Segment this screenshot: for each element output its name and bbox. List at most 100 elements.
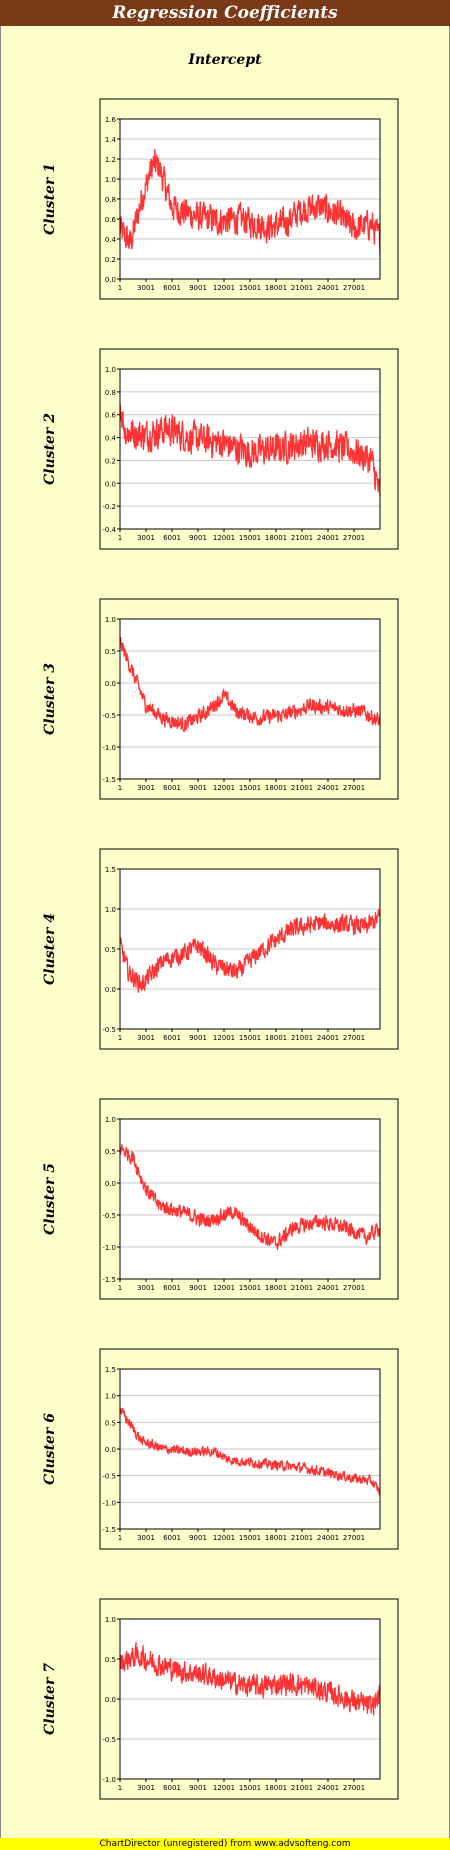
plot-border xyxy=(119,618,381,780)
y-tick-label: -0.5 xyxy=(102,712,116,720)
x-tick-label: 18001 xyxy=(265,534,287,542)
x-tick-label: 6001 xyxy=(163,1534,181,1542)
y-tick-label: 0.4 xyxy=(105,435,117,443)
x-tick-label: 21001 xyxy=(291,784,313,792)
x-tick-label: 27001 xyxy=(343,1034,365,1042)
x-tick-label: 24001 xyxy=(317,284,339,292)
chart-panel-1: 0.0 0.2 0.4 0.6 0.8 1.0 1.2 1.4 1.6 1 3001 6001 9001… xyxy=(42,98,399,300)
y-axis-label: Cluster 4 xyxy=(42,913,58,985)
chart-panel-5: -1.5 -1.0 -0.5 0.0 0.5 1.0 1 3001 6001 9001 12001 1… xyxy=(42,1098,399,1300)
y-tick-label: 1.5 xyxy=(105,1366,116,1374)
x-tick-label: 1 xyxy=(118,1534,122,1542)
page-title: Regression Coefficients xyxy=(0,0,450,26)
x-tick-label: 9001 xyxy=(189,284,207,292)
x-tick-label: 3001 xyxy=(137,1784,155,1792)
x-tick-label: 24001 xyxy=(317,1284,339,1292)
x-tick-label: 3001 xyxy=(137,1034,155,1042)
plot-border xyxy=(119,1368,381,1530)
x-tick-label: 24001 xyxy=(317,1784,339,1792)
x-tick-label: 9001 xyxy=(189,1784,207,1792)
y-tick-label: 0.5 xyxy=(105,648,116,656)
y-tick-label: 1.0 xyxy=(105,906,116,914)
chart-panel-6: -1.5 -1.0 -0.5 0.0 0.5 1.0 1.5 1 3001 6001 9001 120… xyxy=(42,1348,399,1550)
x-tick-label: 18001 xyxy=(265,1284,287,1292)
x-tick-label: 18001 xyxy=(265,284,287,292)
x-tick-label: 1 xyxy=(118,1784,122,1792)
x-tick-label: 21001 xyxy=(291,534,313,542)
y-tick-label: -0.4 xyxy=(102,526,116,534)
y-tick-label: 0.5 xyxy=(105,1148,116,1156)
y-tick-label: 0.8 xyxy=(105,389,116,397)
y-tick-label: 0.0 xyxy=(105,986,116,994)
y-tick-label: 1.0 xyxy=(105,176,116,184)
y-axis-label: Cluster 1 xyxy=(42,163,58,235)
y-tick-label: -1.5 xyxy=(102,1526,116,1534)
y-tick-label: 1.0 xyxy=(105,1616,116,1624)
series-line xyxy=(119,1407,381,1496)
x-tick-label: 3001 xyxy=(137,784,155,792)
y-tick-label: -1.0 xyxy=(102,1776,116,1784)
y-axis-label: Cluster 2 xyxy=(42,413,58,485)
y-tick-label: -1.0 xyxy=(102,1499,116,1507)
x-tick-label: 9001 xyxy=(189,1284,207,1292)
y-tick-label: 0.5 xyxy=(105,1419,116,1427)
chart-panel-7: -1.0 -0.5 0.0 0.5 1.0 1 3001 6001 9001 12001 15001… xyxy=(42,1598,399,1800)
y-tick-label: 0.6 xyxy=(105,412,117,420)
x-tick-label: 1 xyxy=(118,284,122,292)
x-tick-label: 9001 xyxy=(189,1034,207,1042)
y-tick-label: 0.0 xyxy=(105,1696,116,1704)
x-tick-label: 15001 xyxy=(239,534,261,542)
x-tick-label: 24001 xyxy=(317,1034,339,1042)
x-tick-label: 15001 xyxy=(239,1784,261,1792)
x-tick-label: 21001 xyxy=(291,1284,313,1292)
y-tick-label: 0.4 xyxy=(105,236,117,244)
y-tick-label: 1.0 xyxy=(105,366,116,374)
plot-border xyxy=(119,368,381,530)
x-tick-label: 12001 xyxy=(213,784,235,792)
x-tick-label: 18001 xyxy=(265,784,287,792)
x-tick-label: 1 xyxy=(118,1284,122,1292)
series-line xyxy=(119,909,381,993)
y-tick-label: 0.8 xyxy=(105,196,116,204)
y-tick-label: 0.6 xyxy=(105,216,117,224)
x-tick-label: 9001 xyxy=(189,784,207,792)
y-tick-label: -1.0 xyxy=(102,744,116,752)
x-tick-label: 15001 xyxy=(239,284,261,292)
x-tick-label: 15001 xyxy=(239,1284,261,1292)
plot-border xyxy=(119,118,381,280)
x-tick-label: 3001 xyxy=(137,284,155,292)
x-tick-label: 12001 xyxy=(213,1034,235,1042)
y-axis-label: Cluster 5 xyxy=(42,1163,58,1235)
series-line xyxy=(119,1143,381,1251)
x-tick-label: 27001 xyxy=(343,1534,365,1542)
x-tick-label: 21001 xyxy=(291,1034,313,1042)
y-tick-label: 1.5 xyxy=(105,866,116,874)
x-tick-label: 12001 xyxy=(213,1784,235,1792)
x-tick-label: 6001 xyxy=(163,1034,181,1042)
plot-area xyxy=(120,1119,380,1279)
x-tick-label: 21001 xyxy=(291,1784,313,1792)
x-tick-label: 15001 xyxy=(239,1534,261,1542)
y-axis-label: Cluster 6 xyxy=(42,1413,58,1485)
x-tick-label: 3001 xyxy=(137,534,155,542)
x-tick-label: 9001 xyxy=(189,534,207,542)
x-tick-label: 12001 xyxy=(213,534,235,542)
y-tick-label: 0.0 xyxy=(105,480,116,488)
x-tick-label: 27001 xyxy=(343,784,365,792)
chart-panel-4: -0.5 0.0 0.5 1.0 1.5 1 3001 6001 9001 12001 15001 1… xyxy=(42,848,399,1050)
y-tick-label: 1.0 xyxy=(105,1393,116,1401)
y-tick-label: 0.0 xyxy=(105,1446,116,1454)
y-tick-label: -0.5 xyxy=(102,1736,116,1744)
chart-panel-3: -1.5 -1.0 -0.5 0.0 0.5 1.0 1 3001 6001 9001 12001 1… xyxy=(42,598,399,800)
x-tick-label: 12001 xyxy=(213,1534,235,1542)
x-tick-label: 3001 xyxy=(137,1534,155,1542)
y-tick-label: 0.5 xyxy=(105,946,116,954)
x-tick-label: 15001 xyxy=(239,784,261,792)
x-tick-label: 21001 xyxy=(291,1534,313,1542)
x-tick-label: 15001 xyxy=(239,1034,261,1042)
x-tick-label: 12001 xyxy=(213,284,235,292)
x-tick-label: 6001 xyxy=(163,784,181,792)
y-tick-label: -0.5 xyxy=(102,1212,116,1220)
x-tick-label: 6001 xyxy=(163,534,181,542)
y-tick-label: 0.0 xyxy=(105,276,116,284)
